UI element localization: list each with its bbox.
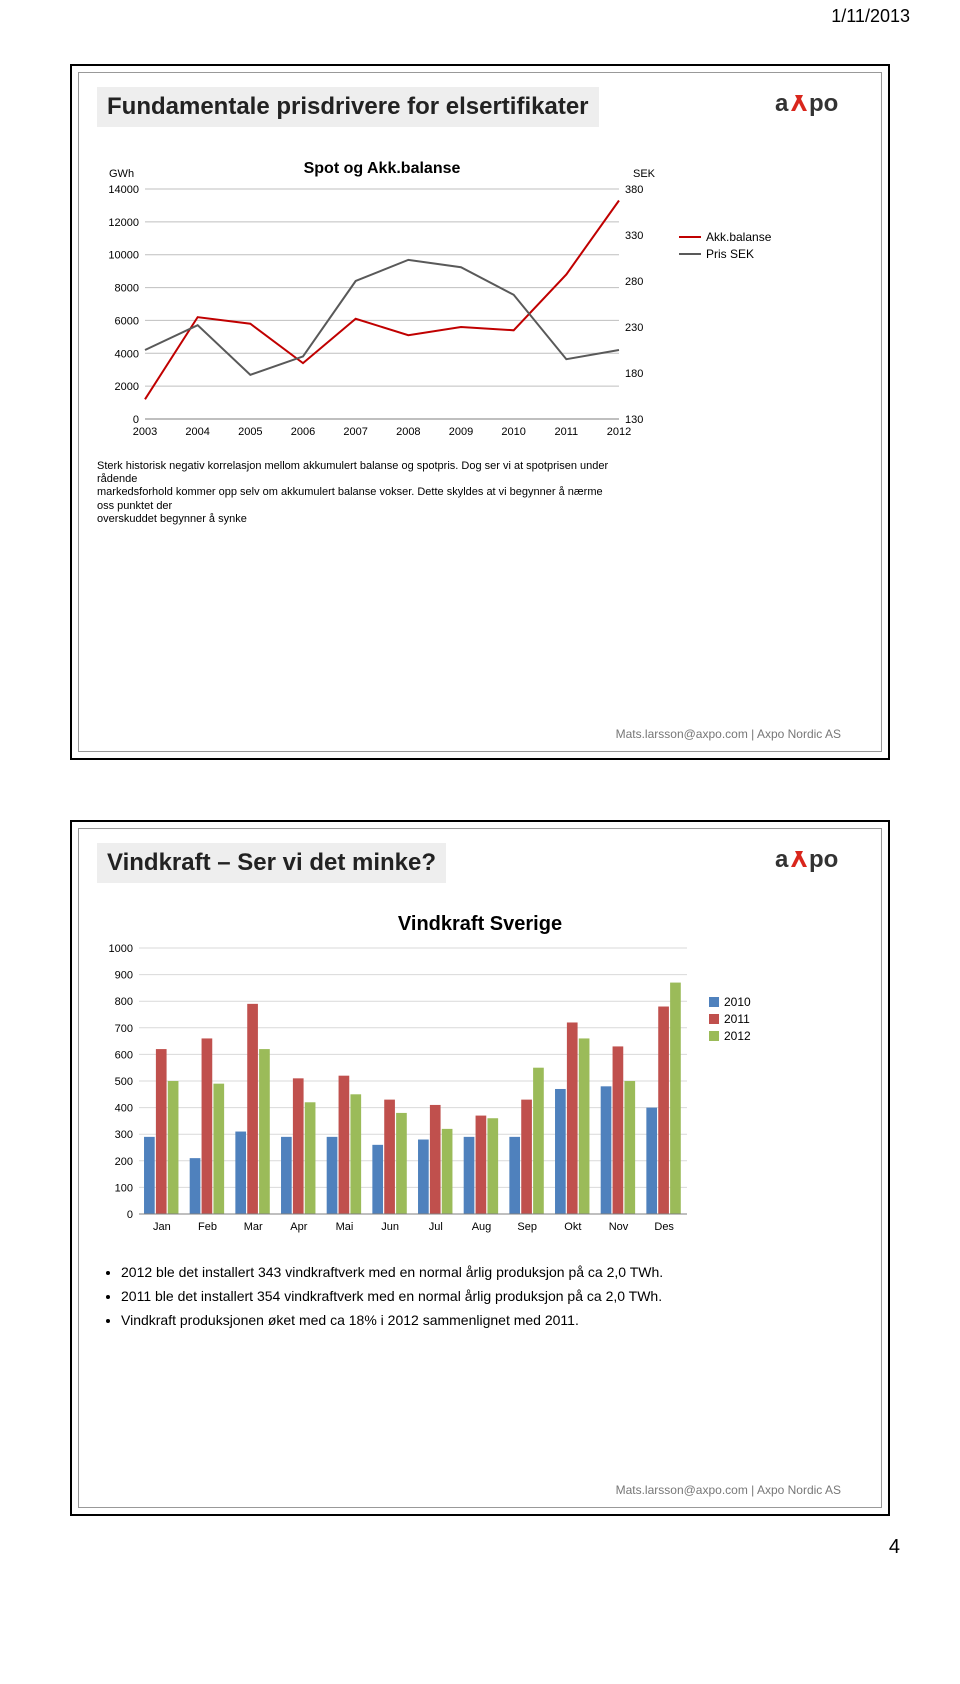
svg-text:SEK: SEK — [633, 168, 656, 180]
svg-text:2004: 2004 — [185, 426, 209, 438]
svg-text:Des: Des — [654, 1221, 674, 1233]
svg-text:2012: 2012 — [607, 426, 631, 438]
line-chart: Spot og Akk.balanse GWh SEK 0 2000 4000 6000 80… — [97, 157, 667, 452]
slide-footer: Mats.larsson@axpo.com | Axpo Nordic AS — [616, 1483, 841, 1497]
svg-text:Sep: Sep — [517, 1221, 537, 1233]
svg-text:14000: 14000 — [108, 184, 139, 196]
svg-text:180: 180 — [625, 368, 643, 380]
svg-text:a: a — [775, 846, 789, 873]
svg-text:230: 230 — [625, 322, 643, 334]
svg-text:po: po — [809, 846, 838, 873]
slide2-title: Vindkraft – Ser vi det minke? — [97, 843, 446, 883]
slide1-title: Fundamentale prisdrivere for elsertifika… — [97, 87, 599, 127]
svg-text:Mai: Mai — [336, 1221, 354, 1233]
svg-text:0: 0 — [127, 1209, 133, 1221]
svg-text:8000: 8000 — [115, 283, 139, 295]
svg-text:0: 0 — [133, 414, 139, 426]
svg-text:Mar: Mar — [244, 1221, 263, 1233]
svg-text:12000: 12000 — [108, 217, 139, 229]
bullet-item: 2011 ble det installert 354 vindkraftver… — [121, 1285, 863, 1309]
date-stamp: 1/11/2013 — [831, 6, 910, 27]
svg-text:700: 700 — [115, 1023, 133, 1035]
bullet-item: Vindkraft produksjonen øket med ca 18% i… — [121, 1309, 863, 1333]
bar-chart: 0 100 200 300 400 500 600 700 800 900 1000 Jan Feb Ma… — [97, 942, 697, 1247]
svg-text:1000: 1000 — [109, 943, 133, 955]
svg-text:2010: 2010 — [501, 426, 525, 438]
page-number: 4 — [0, 1536, 960, 1559]
svg-text:Spot og Akk.balanse: Spot og Akk.balanse — [304, 160, 461, 177]
line-chart-legend: Akk.balansePris SEK — [679, 227, 771, 264]
svg-text:2006: 2006 — [291, 426, 315, 438]
svg-text:10000: 10000 — [108, 250, 139, 262]
svg-text:330: 330 — [625, 230, 643, 242]
svg-text:900: 900 — [115, 970, 133, 982]
svg-text:Aug: Aug — [472, 1221, 492, 1233]
svg-text:GWh: GWh — [109, 168, 134, 180]
slide-1: Fundamentale prisdrivere for elsertifika… — [70, 64, 890, 760]
svg-text:2008: 2008 — [396, 426, 420, 438]
svg-text:280: 280 — [625, 276, 643, 288]
svg-text:800: 800 — [115, 996, 133, 1008]
svg-text:500: 500 — [115, 1076, 133, 1088]
bar-chart-title: Vindkraft Sverige — [97, 913, 863, 936]
slide1-footnote: Sterk historisk negativ korrelasjon mell… — [97, 460, 617, 526]
svg-text:po: po — [809, 90, 838, 117]
axpo-logo: a po — [775, 843, 863, 875]
svg-text:200: 200 — [115, 1156, 133, 1168]
slide-footer: Mats.larsson@axpo.com | Axpo Nordic AS — [616, 727, 841, 741]
svg-text:Feb: Feb — [198, 1221, 217, 1233]
svg-text:380: 380 — [625, 184, 643, 196]
svg-text:6000: 6000 — [115, 315, 139, 327]
svg-text:Apr: Apr — [290, 1221, 307, 1233]
bullet-item: 2012 ble det installert 343 vindkraftver… — [121, 1261, 863, 1285]
svg-text:2005: 2005 — [238, 426, 262, 438]
slide2-bullets: 2012 ble det installert 343 vindkraftver… — [97, 1261, 863, 1332]
svg-text:2007: 2007 — [343, 426, 367, 438]
svg-text:Nov: Nov — [609, 1221, 629, 1233]
svg-text:2000: 2000 — [115, 381, 139, 393]
svg-text:400: 400 — [115, 1103, 133, 1115]
svg-text:a: a — [775, 90, 789, 117]
slide-2: Vindkraft – Ser vi det minke? a po Vindk… — [70, 820, 890, 1516]
svg-text:Jan: Jan — [153, 1221, 171, 1233]
svg-text:Jun: Jun — [381, 1221, 399, 1233]
svg-text:2011: 2011 — [555, 426, 579, 438]
svg-text:600: 600 — [115, 1049, 133, 1061]
svg-text:100: 100 — [115, 1182, 133, 1194]
svg-text:300: 300 — [115, 1129, 133, 1141]
svg-text:4000: 4000 — [115, 348, 139, 360]
svg-text:130: 130 — [625, 414, 643, 426]
svg-text:Okt: Okt — [564, 1221, 581, 1233]
axpo-logo: a po — [775, 87, 863, 119]
svg-text:Jul: Jul — [429, 1221, 443, 1233]
svg-text:2003: 2003 — [133, 426, 157, 438]
bar-chart-legend: 201020112012 — [709, 992, 751, 1046]
svg-text:2009: 2009 — [449, 426, 473, 438]
